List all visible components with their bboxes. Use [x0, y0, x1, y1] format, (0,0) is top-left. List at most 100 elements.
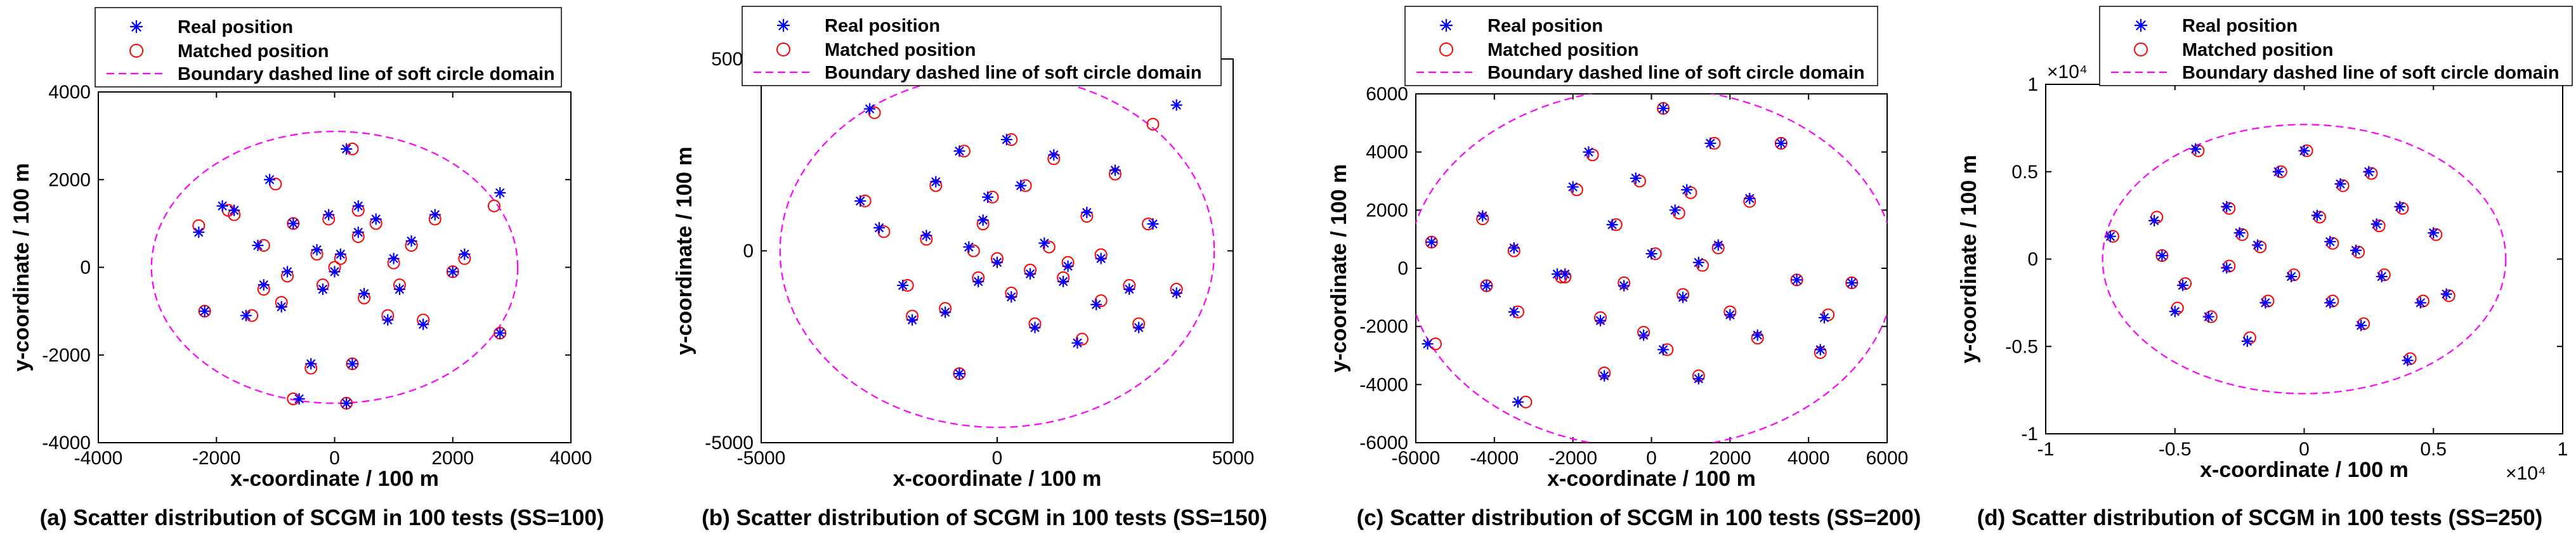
matched-position-point	[2372, 219, 2386, 233]
real-position-point	[1071, 337, 1083, 349]
y-tick-label: 0	[743, 241, 754, 262]
real-position-point	[2350, 244, 2362, 256]
real-position-point	[1724, 309, 1736, 321]
matched-position-point	[967, 244, 980, 257]
x-tick-label: 1	[2558, 439, 2568, 460]
legend-matched-label: Matched position	[825, 40, 976, 60]
legend-matched-marker	[776, 42, 790, 56]
legend-real-marker	[777, 19, 790, 32]
real-position-point	[1048, 149, 1060, 161]
real-position-point	[1704, 137, 1716, 149]
real-position-point	[323, 209, 335, 221]
real-position-point	[1669, 204, 1681, 216]
y-tick-label: 0	[80, 257, 91, 278]
matched-position-point	[2365, 167, 2378, 180]
x-tick-label: 0	[1646, 448, 1657, 469]
y-axis-label: y-coordinate / 100 m	[10, 163, 34, 372]
real-position-point	[1567, 181, 1579, 193]
y-axis-label: y-coordinate / 100 m	[672, 147, 696, 355]
real-position-point	[1512, 396, 1524, 408]
legend-box	[1404, 6, 1878, 86]
real-position-point	[977, 214, 989, 226]
real-position-point	[2221, 262, 2233, 274]
real-position-point	[1751, 329, 1763, 341]
real-position-point	[1657, 344, 1670, 356]
real-position-point	[252, 239, 264, 251]
real-position-point	[1425, 236, 1437, 248]
boundary-dashed-ellipse	[2102, 124, 2507, 394]
real-position-point	[240, 310, 252, 322]
x-axis-label: x-coordinate / 100 m	[230, 467, 439, 491]
panel-caption: (c) Scatter distribution of SCGM in 100 …	[1357, 505, 1921, 530]
real-position-point	[393, 284, 405, 296]
axes-box	[2045, 84, 2563, 434]
real-position-point	[405, 235, 417, 247]
matched-position-point	[2396, 202, 2409, 215]
matched-position-point	[2326, 237, 2339, 250]
x-tick-label: -1	[2037, 439, 2055, 460]
real-position-point	[2363, 166, 2375, 178]
real-position-point	[1818, 311, 1830, 323]
x-tick-label: -4000	[74, 448, 123, 469]
x-tick-label: 5000	[1212, 448, 1255, 469]
real-position-point	[854, 195, 866, 207]
real-position-point	[1000, 134, 1012, 146]
legend-matched-marker	[1439, 42, 1453, 56]
real-position-point	[1595, 315, 1607, 327]
y-tick-label: -2000	[1359, 316, 1408, 337]
plot-area	[150, 131, 519, 410]
legend-real-marker	[130, 20, 143, 33]
plot-area	[2102, 124, 2507, 394]
y-tick-label: -4000	[1359, 374, 1408, 395]
x-tick-label: 4000	[550, 448, 592, 469]
real-position-point	[2334, 178, 2346, 190]
real-position-point	[2298, 145, 2310, 157]
x-exponent-label: ×10⁴	[2506, 463, 2546, 484]
real-position-point	[2252, 239, 2264, 251]
real-position-point	[1692, 373, 1704, 385]
real-position-point	[293, 393, 305, 405]
real-position-point	[1630, 172, 1642, 184]
legend-box	[95, 7, 562, 88]
y-tick-label: -2000	[42, 345, 91, 366]
x-axis-label: x-coordinate / 100 m	[2200, 458, 2409, 482]
legend-real-label: Real position	[178, 17, 293, 37]
plot-area	[1416, 94, 1887, 443]
real-position-point	[1814, 344, 1826, 356]
legend-real-marker	[2135, 19, 2147, 32]
real-position-point	[1508, 306, 1520, 318]
real-position-point	[873, 222, 885, 234]
real-position-point	[1170, 99, 1182, 111]
real-position-point	[953, 368, 965, 380]
legend-real-label: Real position	[2182, 16, 2298, 36]
matched-position-point	[1570, 183, 1583, 197]
real-position-point	[1095, 252, 1107, 264]
real-position-point	[329, 266, 341, 278]
legend-matched-label: Matched position	[178, 41, 329, 62]
real-position-point	[1638, 329, 1650, 341]
matched-position-point	[2235, 228, 2249, 241]
real-position-point	[906, 314, 919, 326]
legend-real-label: Real position	[1487, 16, 1603, 36]
real-position-point	[305, 358, 317, 370]
real-position-point	[1090, 299, 1102, 311]
legend-boundary-label: Boundary dashed line of soft circle doma…	[1487, 63, 1865, 83]
real-position-point	[1583, 146, 1595, 158]
y-tick-label: 2000	[48, 169, 91, 190]
real-position-point	[1692, 256, 1704, 268]
real-position-point	[228, 204, 240, 216]
y-tick-label: 0	[2027, 249, 2038, 270]
real-position-point	[2428, 227, 2440, 239]
real-position-point	[388, 252, 400, 264]
x-tick-label: -5000	[737, 448, 786, 469]
real-position-point	[311, 244, 323, 256]
real-position-point	[2259, 297, 2272, 309]
real-position-point	[459, 248, 471, 260]
real-position-point	[216, 200, 228, 212]
matched-position-point	[2179, 277, 2192, 290]
matched-position-point	[2352, 245, 2365, 259]
